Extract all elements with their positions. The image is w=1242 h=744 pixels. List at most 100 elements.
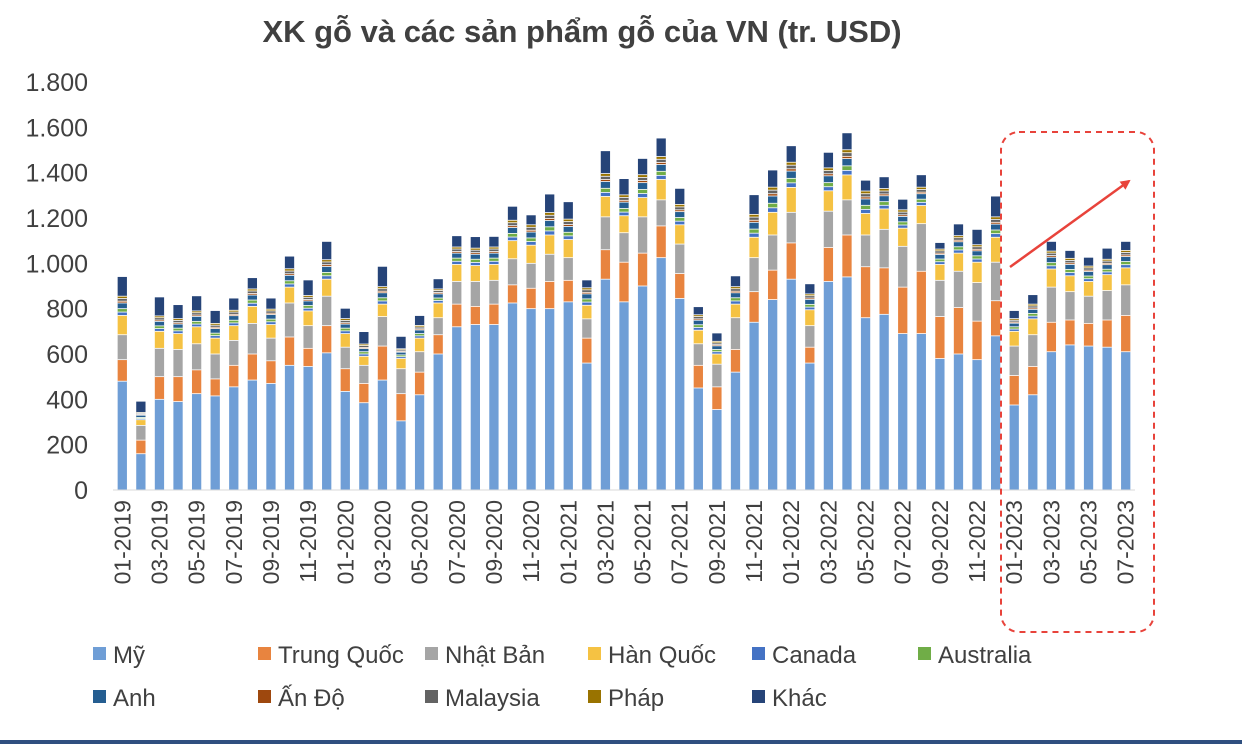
bar-segment <box>656 257 666 490</box>
bar-stack-08-2021 <box>693 307 703 490</box>
bar-stack-07-2022 <box>898 199 908 490</box>
bar-segment <box>693 327 703 331</box>
x-tick-label: 03-2023 <box>1038 500 1064 584</box>
bar-segment <box>730 372 741 490</box>
bar-segment <box>898 228 908 247</box>
bar-segment <box>600 176 611 180</box>
x-tick-label: 07-2023 <box>1113 500 1139 584</box>
bar-segment <box>768 235 778 271</box>
bar-segment <box>359 356 369 366</box>
bar-segment <box>507 303 518 490</box>
bar-segment <box>303 310 313 326</box>
y-tick-label: 1.200 <box>25 205 88 233</box>
bar-segment <box>247 293 258 296</box>
bar-segment <box>1102 271 1112 275</box>
bar-segment <box>173 322 183 325</box>
bar-segment <box>377 266 388 287</box>
bar-segment <box>600 216 611 250</box>
bar-segment <box>898 225 908 229</box>
bar-segment <box>582 293 592 299</box>
bar-segment <box>359 332 369 345</box>
bar-segment <box>452 261 462 265</box>
bar-segment <box>1083 267 1094 271</box>
bar-segment <box>712 386 722 410</box>
bar-segment <box>433 298 443 301</box>
bar-segment <box>656 175 666 180</box>
bar-segment <box>526 232 536 238</box>
bar-segment <box>136 401 146 413</box>
bar-segment <box>768 187 778 191</box>
bar-segment <box>582 280 592 288</box>
bar-segment <box>470 254 480 260</box>
bar-segment <box>693 365 703 388</box>
bar-segment <box>1009 320 1019 323</box>
bar-segment <box>284 256 295 269</box>
bar-stack-03-2020 <box>377 266 388 490</box>
bar-segment <box>730 276 741 287</box>
x-tick-label: 03-2019 <box>146 500 172 584</box>
bar-segment <box>600 181 611 189</box>
legend-item: Hàn Quốc <box>588 642 716 669</box>
bar-segment <box>1046 257 1057 263</box>
bar-segment <box>990 237 1001 263</box>
bar-segment <box>507 233 518 238</box>
x-tick-label: 03-2022 <box>815 500 841 584</box>
bar-segment <box>191 315 202 317</box>
bar-segment <box>191 326 202 344</box>
bar-segment <box>860 317 871 490</box>
bar-segment <box>842 165 852 171</box>
bar-segment <box>1009 405 1019 490</box>
bar-segment <box>953 307 964 354</box>
bar-segment <box>786 146 796 163</box>
bar-segment <box>340 320 350 323</box>
bar-segment <box>730 317 741 350</box>
bar-segment <box>749 220 759 223</box>
bar-segment <box>730 291 741 293</box>
bar-segment <box>619 197 629 201</box>
bar-segment <box>879 208 889 230</box>
bar-segment <box>1102 269 1112 272</box>
highlight-box <box>1000 131 1155 633</box>
bar-segment <box>414 333 425 336</box>
bar-segment <box>712 354 722 365</box>
bar-segment <box>675 206 685 210</box>
legend-swatch <box>93 647 106 660</box>
bar-segment <box>1065 291 1075 320</box>
bar-segment <box>619 212 629 216</box>
legend-item: Trung Quốc <box>258 642 404 669</box>
bar-segment <box>1046 265 1057 269</box>
bar-segment <box>879 195 889 202</box>
bar-segment <box>805 309 815 326</box>
bar-segment <box>507 222 518 226</box>
bar-segment <box>656 162 666 165</box>
bar-segment <box>898 287 908 334</box>
bar-segment <box>284 273 295 276</box>
bar-segment <box>489 251 499 254</box>
bar-segment <box>693 324 703 328</box>
bar-segment <box>191 321 202 325</box>
bar-segment <box>990 233 1001 238</box>
bar-segment <box>247 303 258 307</box>
bar-segment <box>266 314 276 320</box>
bar-segment <box>229 312 239 315</box>
bar-segment <box>637 180 648 183</box>
bar-segment <box>656 199 666 226</box>
bar-segment <box>1083 276 1094 279</box>
bar-segment <box>972 246 982 250</box>
bar-stack-09-2019 <box>266 298 276 490</box>
bar-segment <box>768 196 778 204</box>
bar-segment <box>117 276 127 297</box>
bar-segment <box>396 336 406 349</box>
bar-segment <box>935 254 945 260</box>
bar-segment <box>916 271 926 334</box>
x-tick-label: 07-2019 <box>221 500 247 584</box>
bar-segment <box>768 193 778 197</box>
y-tick-label: 400 <box>46 386 88 414</box>
bar-segment <box>990 224 1001 231</box>
bar-segment <box>619 232 629 263</box>
bar-segment <box>1121 264 1131 268</box>
legend-item: Pháp <box>588 685 664 712</box>
bar-segment <box>768 190 778 194</box>
bar-segment <box>749 233 759 238</box>
bar-segment <box>916 192 926 194</box>
